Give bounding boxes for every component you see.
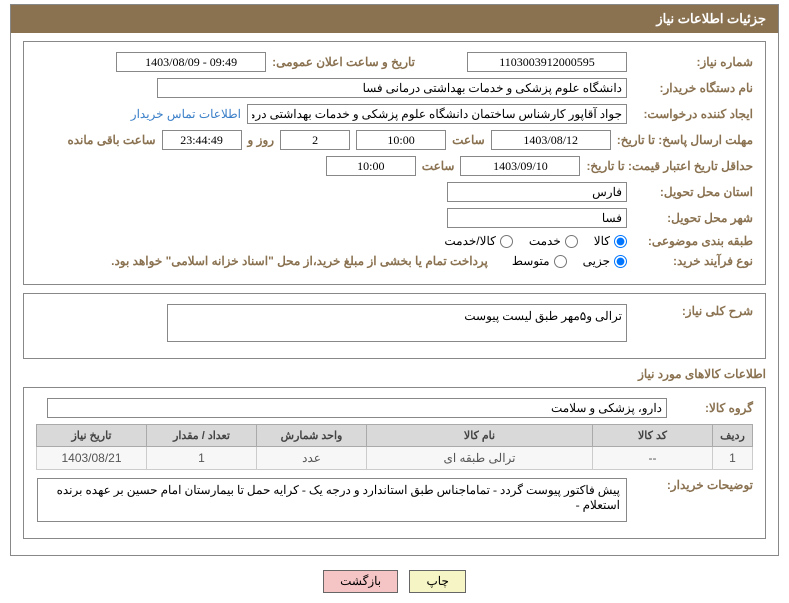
payment-note: پرداخت تمام یا بخشی از مبلغ خرید،از محل … (111, 254, 488, 268)
cell-date: 1403/08/21 (37, 447, 147, 470)
goods-fieldset: گروه کالا: ردیف کد کالا نام کالا واحد شم… (23, 387, 766, 539)
process-radio-group: جزیی متوسط (512, 254, 627, 268)
process-label: نوع فرآیند خرید: (633, 254, 753, 268)
radio-goods-input[interactable] (614, 235, 627, 248)
province-input[interactable] (447, 182, 627, 202)
validity-date-input[interactable] (460, 156, 580, 176)
province-label: استان محل تحویل: (633, 185, 753, 199)
print-button[interactable]: چاپ (409, 570, 465, 593)
col-unit: واحد شمارش (257, 425, 367, 447)
contact-link[interactable]: اطلاعات تماس خریدار (131, 107, 241, 121)
countdown-input[interactable] (162, 130, 242, 150)
col-date: تاریخ نیاز (37, 425, 147, 447)
remaining-label: ساعت باقی مانده (67, 133, 155, 147)
info-fieldset: شماره نیاز: تاریخ و ساعت اعلان عمومی: نا… (23, 41, 766, 285)
col-name: نام کالا (367, 425, 593, 447)
need-number-label: شماره نیاز: (633, 55, 753, 69)
radio-partial-label: جزیی (583, 254, 610, 268)
announce-label: تاریخ و ساعت اعلان عمومی: (272, 55, 415, 69)
radio-both-input[interactable] (500, 235, 513, 248)
days-label: روز و (248, 133, 275, 147)
panel-content: شماره نیاز: تاریخ و ساعت اعلان عمومی: نا… (11, 33, 778, 555)
radio-partial[interactable]: جزیی (583, 254, 627, 268)
time-label-2: ساعت (422, 159, 455, 173)
radio-both-label: کالا/خدمت (444, 234, 495, 248)
desc-fieldset: شرح کلی نیاز: (23, 293, 766, 359)
radio-medium[interactable]: متوسط (512, 254, 567, 268)
col-qty: تعداد / مقدار (147, 425, 257, 447)
requester-input[interactable] (247, 104, 627, 124)
radio-service[interactable]: خدمت (529, 234, 578, 248)
cell-qty: 1 (147, 447, 257, 470)
radio-both[interactable]: کالا/خدمت (444, 234, 512, 248)
table-row: 1 -- ترالی طبقه ای عدد 1 1403/08/21 (37, 447, 753, 470)
goods-table: ردیف کد کالا نام کالا واحد شمارش تعداد /… (36, 424, 753, 470)
radio-medium-label: متوسط (512, 254, 550, 268)
need-number-input[interactable] (467, 52, 627, 72)
panel-title: جزئیات اطلاعات نیاز (11, 5, 778, 33)
validity-label: حداقل تاریخ اعتبار قیمت: تا تاریخ: (586, 159, 753, 173)
cell-name: ترالی طبقه ای (367, 447, 593, 470)
buyer-org-label: نام دستگاه خریدار: (633, 81, 753, 95)
validity-time-input[interactable] (326, 156, 416, 176)
time-label-1: ساعت (452, 133, 485, 147)
col-row: ردیف (713, 425, 753, 447)
requester-label: ایجاد کننده درخواست: (633, 107, 753, 121)
announce-input[interactable] (116, 52, 266, 72)
table-header-row: ردیف کد کالا نام کالا واحد شمارش تعداد /… (37, 425, 753, 447)
radio-goods[interactable]: کالا (594, 234, 627, 248)
goods-group-label: گروه کالا: (673, 401, 753, 415)
radio-goods-label: کالا (594, 234, 610, 248)
radio-service-label: خدمت (529, 234, 561, 248)
category-label: طبقه بندی موضوعی: (633, 234, 753, 248)
cell-row: 1 (713, 447, 753, 470)
cell-unit: عدد (257, 447, 367, 470)
back-button[interactable]: بازگشت (323, 570, 398, 593)
radio-service-input[interactable] (565, 235, 578, 248)
buyer-desc-textarea[interactable] (37, 478, 627, 522)
radio-partial-input[interactable] (614, 255, 627, 268)
main-panel: جزئیات اطلاعات نیاز شماره نیاز: تاریخ و … (10, 4, 779, 556)
cell-code: -- (593, 447, 713, 470)
city-input[interactable] (447, 208, 627, 228)
buyer-desc-label: توضیحات خریدار: (633, 478, 753, 492)
desc-textarea[interactable] (167, 304, 627, 342)
buyer-org-input[interactable] (157, 78, 627, 98)
radio-medium-input[interactable] (554, 255, 567, 268)
deadline-send-date-input[interactable] (491, 130, 611, 150)
deadline-send-time-input[interactable] (356, 130, 446, 150)
button-bar: چاپ بازگشت (0, 560, 789, 603)
desc-title-label: شرح کلی نیاز: (633, 304, 753, 318)
category-radio-group: کالا خدمت کالا/خدمت (444, 234, 627, 248)
days-input[interactable] (280, 130, 350, 150)
goods-section-title: اطلاعات کالاهای مورد نیاز (23, 367, 766, 381)
city-label: شهر محل تحویل: (633, 211, 753, 225)
goods-group-input[interactable] (47, 398, 667, 418)
col-code: کد کالا (593, 425, 713, 447)
deadline-send-label: مهلت ارسال پاسخ: تا تاریخ: (617, 133, 753, 147)
